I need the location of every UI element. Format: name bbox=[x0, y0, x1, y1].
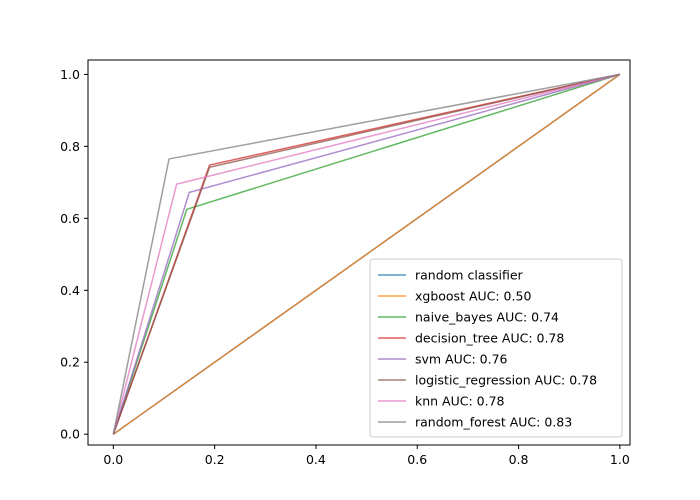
y-tick-label: 0.6 bbox=[60, 211, 80, 226]
x-tick-label: 0.6 bbox=[407, 452, 427, 467]
y-tick-label: 0.0 bbox=[60, 427, 80, 442]
x-tick-label: 1.0 bbox=[610, 452, 630, 467]
legend-label-5: logistic_regression AUC: 0.78 bbox=[415, 373, 597, 388]
y-tick-label: 1.0 bbox=[60, 67, 80, 82]
legend-frame bbox=[369, 258, 623, 438]
legend-label-7: random_forest AUC: 0.83 bbox=[415, 415, 572, 430]
legend-label-4: svm AUC: 0.76 bbox=[415, 352, 508, 367]
x-tick-label: 0.8 bbox=[509, 452, 529, 467]
x-tick-label: 0.2 bbox=[205, 452, 225, 467]
series-line-2 bbox=[112, 73, 621, 435]
legend-label-3: decision_tree AUC: 0.78 bbox=[415, 331, 564, 346]
plot-lines bbox=[112, 73, 621, 435]
plot-frame bbox=[87, 59, 631, 446]
y-axis: 0.0 0.2 0.4 0.6 0.8 1.0 bbox=[60, 67, 88, 442]
series-line-1 bbox=[112, 73, 621, 435]
series-line-4 bbox=[112, 73, 621, 435]
x-tick-label: 0.4 bbox=[306, 452, 326, 467]
legend: random classifier xgboost AUC: 0.50 naive_… bbox=[369, 258, 623, 438]
series-line-5 bbox=[112, 73, 621, 435]
legend-label-2: naive_bayes AUC: 0.74 bbox=[415, 310, 559, 325]
x-axis: 0.0 0.2 0.4 0.6 0.8 1.0 bbox=[103, 445, 630, 467]
y-tick-label: 0.2 bbox=[60, 355, 80, 370]
series-line-7 bbox=[112, 73, 621, 435]
legend-label-1: xgboost AUC: 0.50 bbox=[415, 289, 531, 304]
x-tick-label: 0.0 bbox=[103, 452, 123, 467]
y-tick-label: 0.4 bbox=[60, 283, 80, 298]
y-tick-label: 0.8 bbox=[60, 139, 80, 154]
legend-label-0: random classifier bbox=[415, 268, 524, 283]
legend-label-6: knn AUC: 0.78 bbox=[415, 394, 505, 409]
series-line-6 bbox=[112, 73, 621, 435]
